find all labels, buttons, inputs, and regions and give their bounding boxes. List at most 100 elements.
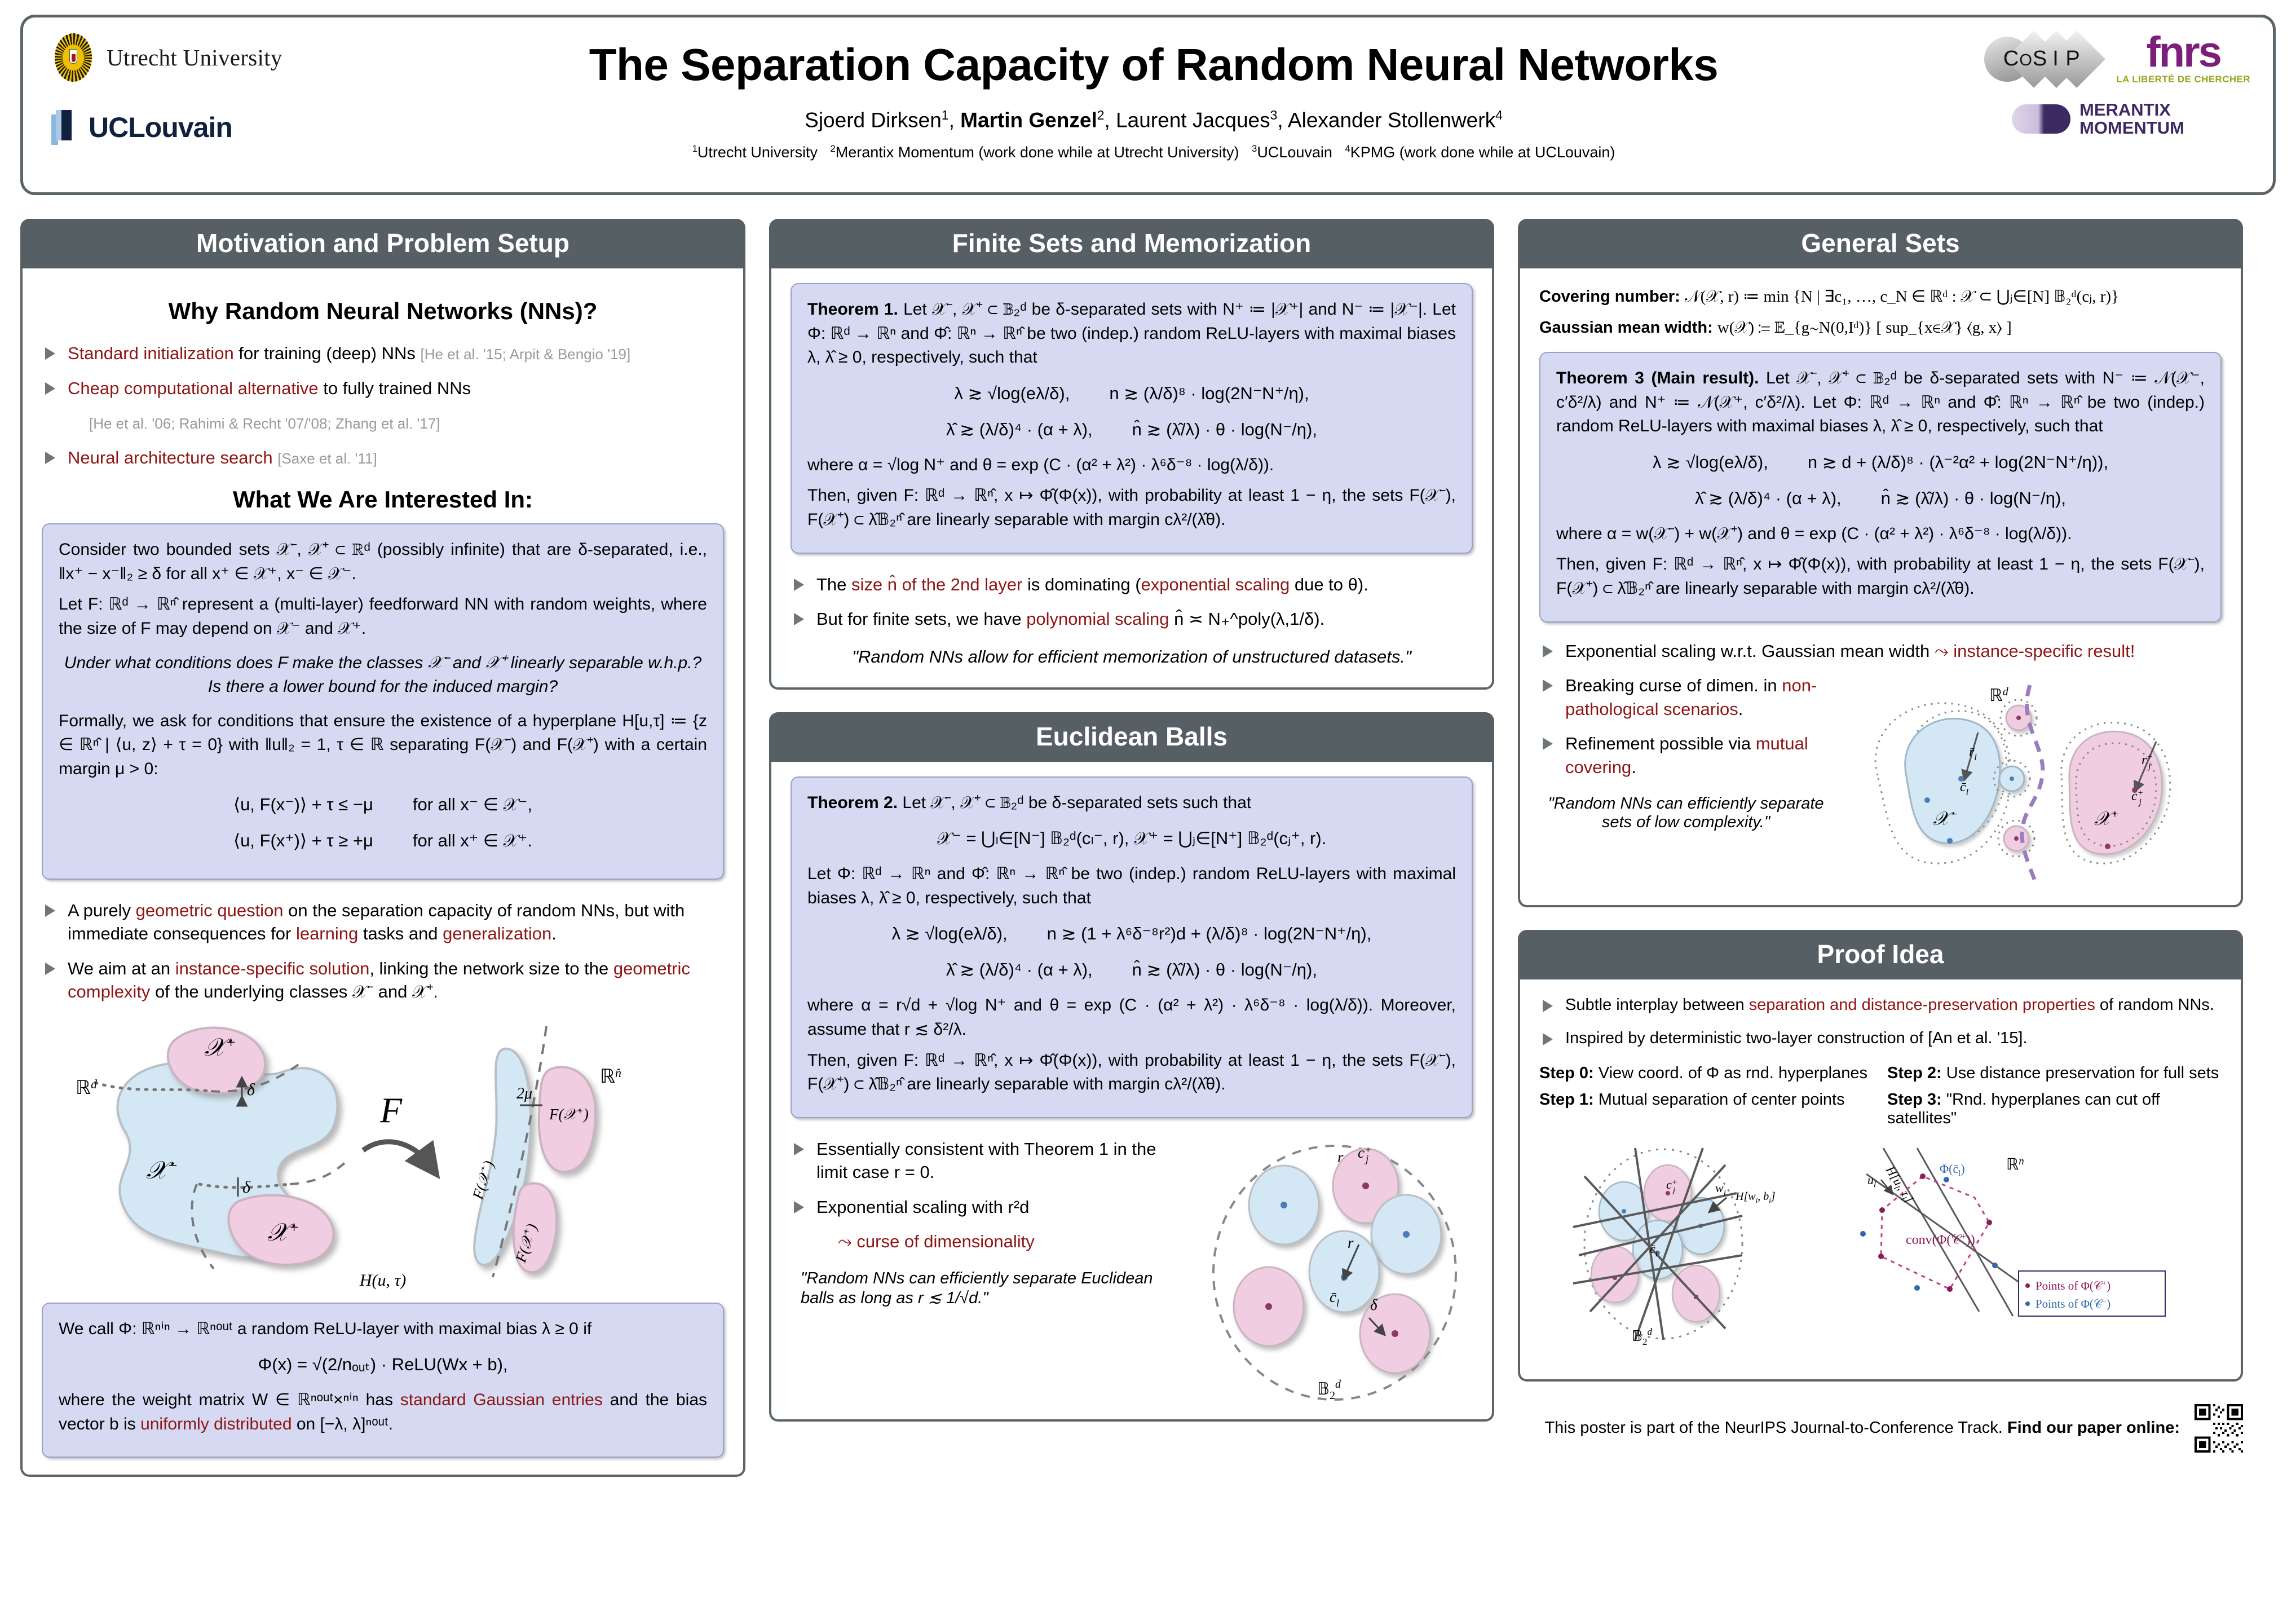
section-title-finite-sets: Finite Sets and Memorization [769,219,1494,268]
setup-equation-2: ⟨u, F(x⁺)⟩ + τ ≥ +μ for all x⁺ ∈ 𝒳⁺. [233,831,533,851]
theorem2-equation-row-1: λ ≳ √log(eλ/δ), n ≳ (1 + λ⁶δ⁻⁸r²)d + (λ/δ… [891,924,1372,944]
separation-diagram: ℝd 𝒳+ 𝒳− 𝒳+ δ δ F [42,1015,724,1290]
block-finite-sets: Finite Sets and Memorization Theorem 1. … [769,219,1494,690]
list-item: Cheap computational alternative to fully… [42,377,724,400]
label-Rd: ℝd [76,1077,98,1098]
list-item: Exponential scaling w.r.t. Gaussian mean… [1539,639,2222,663]
fnrs-logo-tagline: LA LIBERTÉ DE CHERCHER [2116,74,2250,85]
general-sets-bullets-2: Breaking curse of dimen. in non-patholog… [1539,674,1833,779]
label-delta: δ [1370,1296,1377,1313]
section-title-proof-idea: Proof Idea [1518,930,2243,980]
poster-footer: This poster is part of the NeurIPS Journ… [1518,1404,2243,1453]
column-general-sets: General Sets Covering number: 𝒩(𝒳, r) ≔ … [1518,219,2243,1453]
theorem2-equation-row-0: 𝒳⁻ = ⋃ₗ∈[N⁻] 𝔹₂ᵈ(cₗ⁻, r), 𝒳⁺ = ⋃ⱼ∈[N⁺] 𝔹… [937,828,1327,849]
proof-step-2: Step 2: Use distance preservation for fu… [1887,1063,2219,1082]
merantix-logo-line2: MOMENTUM [2079,118,2184,138]
section-title-motivation: Motivation and Problem Setup [20,219,745,268]
list-item: Standard initialization for training (de… [42,342,724,365]
footer-text: This poster is part of the NeurIPS Journ… [1544,1419,2180,1437]
fnrs-logo: fnrs LA LIBERTÉ DE CHERCHER [2116,30,2250,85]
legend-plus: Points of Φ(𝒞+) [2036,1279,2110,1292]
euclidean-balls-diagram: r c̄l r c+ j δ 𝔹2d [1196,1137,1473,1402]
what-we-are-interested-title: What We Are Interested In: [232,486,533,513]
proof-steps: Step 0: View coord. of Φ as rnd. hyperpl… [1539,1064,2222,1128]
proof-step-0: Step 0: View coord. of Φ as rnd. hyperpl… [1539,1063,1867,1082]
why-bullets: Standard initialization for training (de… [42,342,724,469]
label-Xplus-top: 𝒳+ [204,1034,236,1061]
theorem1-statement: Theorem 1. Let 𝒳⁻, 𝒳⁺ ⊂ 𝔹₂ᵈ be δ-separat… [807,300,1456,367]
list-item: But for finite sets, we have polynomial … [791,607,1473,631]
label-conv: conv(Φ(𝒞+)) [1906,1232,1975,1247]
label-Rd: ℝd [1989,686,2009,705]
setup-paragraph-2: Let F: ℝᵈ → ℝⁿ̂ represent a (multi-layer… [59,595,707,638]
merantix-pill-icon [2012,104,2070,134]
general-sets-diagram: 𝒳− r̄l c̄l [1844,674,2205,888]
label-delta-bottom: δ [242,1178,251,1197]
list-item: Essentially consistent with Theorem 1 in… [791,1137,1185,1184]
proof-step-1: Step 1: Mutual separation of center poin… [1539,1090,1845,1109]
label-c-plus: c+ j [1666,1177,1677,1195]
problem-setup-box: Consider two bounded sets 𝒳⁻, 𝒳⁺ ⊂ ℝᵈ (p… [42,523,724,880]
label-Rn: ℝn [2006,1155,2024,1173]
qr-code[interactable] [2195,1404,2243,1453]
uclouvain-logo: UCLouvain [51,110,367,145]
theorem3-equation-row-1: λ ≳ √log(eλ/δ), n ≳ d + (λ/δ)⁸ · (λ⁻²α² +… [1652,452,2109,472]
label-delta-top: δ [247,1080,255,1099]
citation-line: [He et al. '06; Rahimi & Recht '07/'08; … [89,415,440,433]
list-item: Refinement possible via mutual covering. [1539,732,1833,779]
merantix-logo-line1: MERANTIX [2079,100,2171,120]
relu-paragraph-2: where the weight matrix W ∈ ℝⁿᵒᵘᵗ×ⁿⁱⁿ ha… [59,1391,708,1433]
theorem2-then: Then, given F: ℝᵈ → ℝⁿ̂, x ↦ Φ̂(Φ(x)), w… [807,1051,1456,1094]
affiliation-list: 1Utrecht University 2Merantix Momentum (… [692,143,1615,161]
theorem3-where: where α = w(𝒳⁻) + w(𝒳⁺) and θ = exp (C ·… [1556,524,2072,543]
setup-equation-1: ⟨u, F(x⁻)⟩ + τ ≤ −μ for all x⁻ ∈ 𝒳⁻, [233,795,533,815]
curse-of-dimensionality-note: ⤳ curse of dimensionality [838,1232,1035,1252]
theorem2-statement: Theorem 2. Let 𝒳⁻, 𝒳⁺ ⊂ 𝔹₂ᵈ be δ-separat… [807,793,1252,812]
utrecht-logo: Utrecht University [51,30,367,85]
utrecht-sun-icon [51,30,95,85]
author-list: Sjoerd Dirksen1, Martin Genzel2, Laurent… [805,108,1503,132]
label-r-top: r [1337,1149,1344,1166]
label-Xminus: 𝒳− [146,1157,178,1184]
proof-idea-diagram: c+ j c̄l wi H[wi, bi] 𝔹2d [1539,1137,2222,1362]
covering-number-line: Covering number: 𝒩(𝒳, r) ≔ min {N | ∃c₁,… [1539,288,2119,306]
cosip-logo-label: COS I P [2003,47,2081,71]
proof-step-3: Step 3: "Rnd. hyperplanes can cut off sa… [1887,1090,2160,1127]
setup-question: Under what conditions does F make the cl… [64,653,702,696]
title-block: The Separation Capacity of Random Neural… [373,32,1935,161]
list-item: The size n̂ of the 2nd layer is dominati… [791,573,1473,597]
theorem2-equation-row-2: λ̂ ≳ (λ/δ)⁴ · (α + λ), n̂ ≳ (λ̂/λ) · θ · … [946,960,1317,980]
section-title-general-sets: General Sets [1518,219,2243,268]
page-title: The Separation Capacity of Random Neural… [589,39,1719,90]
relu-equation: Φ(x) = √(2/nₒᵤₜ) · ReLU(Wx + b), [258,1354,508,1375]
column-motivation: Motivation and Problem Setup Why Random … [20,219,745,1499]
label-Hwb: H[wi, bi] [1735,1190,1776,1204]
label-c-plus: c+ j [2131,788,2143,807]
gaussian-mean-width-line: Gaussian mean width: w(𝒳) ≔ 𝔼_{g∼N(0,Iᵈ)… [1539,319,2012,337]
label-2mu: 2μ [516,1085,532,1102]
general-sets-quote: "Random NNs can efficiently separate set… [1548,795,1824,832]
label-F: F [379,1090,403,1130]
general-sets-bullets: Exponential scaling w.r.t. Gaussian mean… [1539,639,2222,663]
list-item: Exponential scaling with r²d [791,1195,1185,1219]
theorem1-equation-row-1: λ ≳ √log(eλ/δ), n ≳ (λ/δ)⁸ · log(2N⁻N⁺/η)… [954,383,1309,403]
list-item: Neural architecture search [Saxe et al. … [42,446,724,470]
cosip-logo: COS I P [1984,30,2106,89]
theorem2-where: where α = r√d + √log N⁺ and θ = exp (C ·… [807,996,1456,1039]
merantix-logo: MERANTIX MOMENTUM [1946,101,2250,136]
block-euclidean-balls: Euclidean Balls Theorem 2. Let 𝒳⁻, 𝒳⁺ ⊂ … [769,712,1494,1422]
block-general-sets: General Sets Covering number: 𝒩(𝒳, r) ≔ … [1518,219,2243,908]
euclidean-balls-bullets: Essentially consistent with Theorem 1 in… [791,1137,1185,1254]
legend-minus: Points of Φ(𝒞−) [2036,1297,2110,1310]
block-proof-idea: Proof Idea Subtle interplay between sepa… [1518,930,2243,1382]
list-item: Subtle interplay between separation and … [1539,994,2222,1016]
label-Rnhat: ℝn̂ [600,1066,621,1087]
uclouvain-bars-icon [51,110,81,145]
label-ball: 𝔹2d [1317,1378,1341,1402]
why-random-nns-title: Why Random Neural Networks (NNs)? [168,298,598,324]
label-r: r [1348,1234,1354,1251]
proof-idea-bullets: Subtle interplay between separation and … [1539,994,2222,1049]
motivation-bullets-2: A purely geometric question on the separ… [42,899,724,1004]
theorem1-where: where α = √log N⁺ and θ = exp (C · (α² +… [807,455,1274,474]
utrecht-logo-label: Utrecht University [107,45,282,70]
